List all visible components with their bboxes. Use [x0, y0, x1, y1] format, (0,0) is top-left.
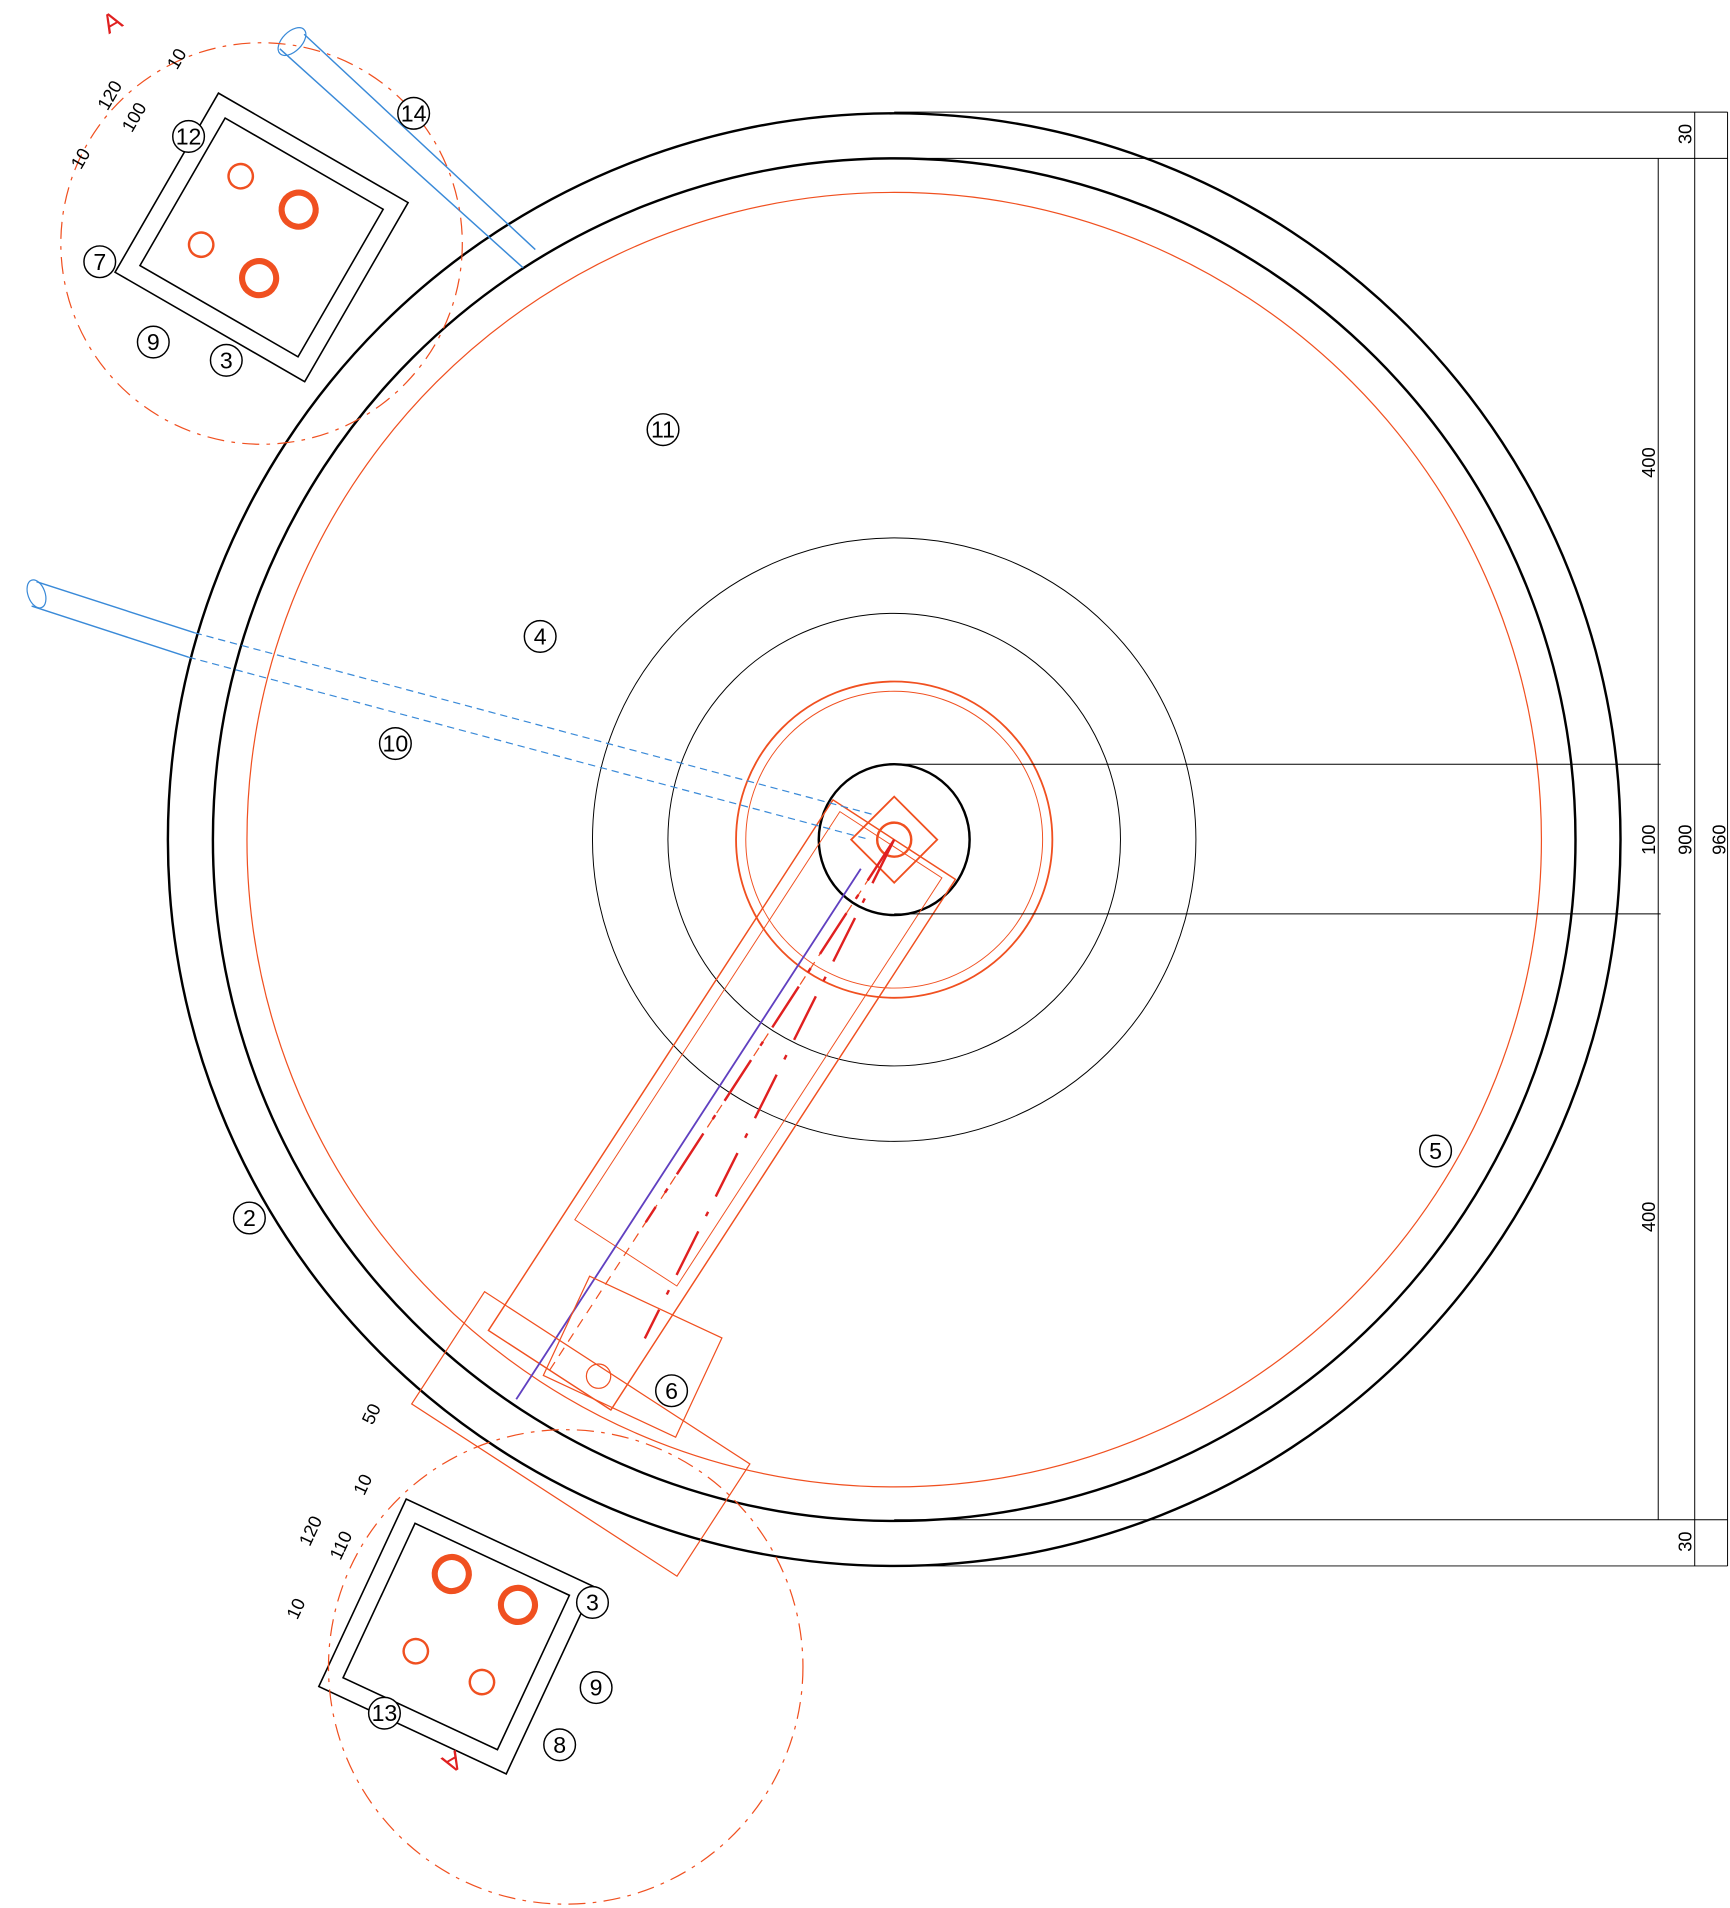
axis	[549, 839, 895, 1371]
centerline	[643, 839, 896, 1339]
callout-circle	[575, 1585, 610, 1619]
callout-label: 14	[401, 100, 427, 126]
dim: 10	[66, 144, 94, 172]
callout-circle	[397, 96, 431, 130]
ring	[667, 612, 1121, 1067]
callout: 10	[378, 726, 412, 761]
callout-circle	[378, 726, 412, 761]
callout: 12	[172, 119, 206, 153]
centerline	[644, 838, 896, 1223]
dim: 960	[1709, 824, 1730, 854]
ring	[591, 537, 1197, 1142]
callout-circle	[655, 1374, 689, 1408]
callout-label: 3	[586, 1589, 599, 1615]
callout: 6	[655, 1374, 689, 1408]
callout-circle	[579, 1671, 613, 1705]
callout: 5	[1419, 1134, 1453, 1168]
callout-label: 8	[553, 1732, 566, 1758]
hub	[875, 821, 913, 858]
dim: 10	[349, 1471, 377, 1498]
center-drum	[735, 680, 1054, 999]
dim: 900	[1674, 824, 1695, 854]
dim: 110	[325, 1528, 356, 1563]
callout: 3	[209, 343, 243, 377]
callout: 14	[397, 96, 431, 130]
callout: 13	[367, 1696, 401, 1730]
callout-circle	[83, 245, 117, 279]
center-drum	[745, 690, 1044, 989]
support	[585, 1363, 612, 1389]
callout: 9	[579, 1671, 613, 1705]
callout-label: 11	[651, 417, 675, 443]
callouts: 14 12 7 9 3 11 4 10 5 2 6 3 9 13 8	[83, 96, 1453, 1762]
callout: 4	[523, 619, 557, 654]
callout: 8	[543, 1728, 577, 1762]
dim: 10	[282, 1595, 310, 1622]
dim: 400	[1638, 1202, 1659, 1232]
dim: 30	[1674, 124, 1695, 144]
callout-circle	[172, 119, 206, 153]
callout-label: 12	[176, 123, 202, 149]
callout-label: 4	[534, 623, 547, 649]
dim: 100	[1638, 824, 1659, 854]
callout-label: 2	[243, 1205, 256, 1231]
callout-label: 10	[383, 731, 409, 757]
dimension-lines	[894, 111, 1729, 1567]
dim: 120	[93, 77, 126, 114]
callout-label: 6	[665, 1378, 678, 1404]
swing-radius	[60, 42, 463, 445]
support	[542, 1275, 723, 1438]
drive-bottom	[317, 1498, 595, 1775]
section-mark: A	[437, 1744, 468, 1779]
callout: 3	[575, 1585, 610, 1619]
callout-circle	[543, 1728, 577, 1762]
callout-label: 3	[220, 347, 233, 373]
callout-circle	[1419, 1134, 1453, 1168]
callout: 11	[646, 413, 680, 447]
drive-plate	[410, 1290, 751, 1578]
callout-label: 5	[1429, 1138, 1442, 1164]
dim: 10	[162, 45, 190, 73]
dim: 30	[1674, 1531, 1695, 1551]
dimension-labels: 30 400 100 400 30 900 960 10 120 100 10 …	[66, 45, 1729, 1623]
callout-circle	[209, 343, 243, 377]
dim: 100	[117, 99, 150, 136]
swing-radius	[327, 1429, 804, 1905]
callout-circle	[136, 325, 170, 359]
callout-circle	[646, 413, 680, 447]
dim: 50	[357, 1400, 385, 1427]
callout-circle	[523, 619, 557, 654]
weir	[246, 191, 1543, 1488]
callout-label: 13	[372, 1700, 398, 1726]
callout-label: 9	[590, 1675, 603, 1701]
callout-circle	[232, 1201, 266, 1235]
section-mark: A	[97, 5, 128, 40]
callout-circle	[367, 1696, 401, 1730]
dim: 120	[294, 1512, 326, 1548]
callout: 2	[232, 1201, 266, 1235]
callout-label: 9	[147, 329, 160, 355]
drive-top	[113, 92, 410, 383]
callout: 7	[83, 245, 117, 279]
shaft	[515, 868, 862, 1400]
pipes	[26, 27, 877, 841]
dim: 400	[1638, 447, 1659, 477]
callout-label: 7	[93, 249, 106, 275]
callout: 9	[136, 325, 170, 359]
